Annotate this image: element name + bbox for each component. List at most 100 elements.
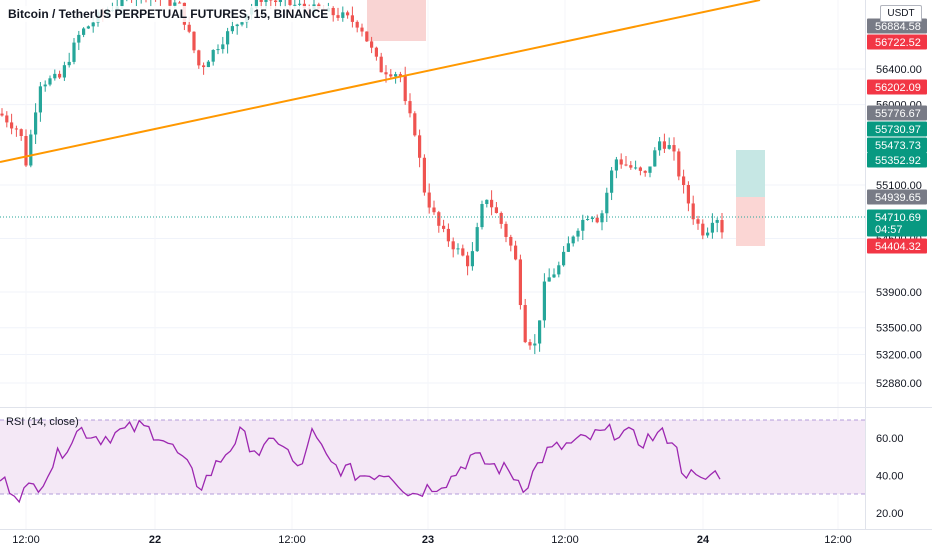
candle-body — [0, 113, 4, 116]
price-badge-label: 54939.65 — [875, 192, 921, 204]
candle-body — [240, 22, 244, 25]
rsi-label: RSI (14, close) — [6, 416, 79, 428]
price-badge — [867, 121, 927, 137]
candle-body — [461, 248, 465, 256]
candle-body — [686, 185, 690, 204]
rsi-axis[interactable]: 60.00 40.00 20.00 — [876, 433, 904, 520]
candle-body — [480, 204, 484, 228]
price-badge-countdown: 04:57 — [875, 224, 903, 236]
candle-body — [365, 31, 369, 42]
candle-body — [600, 213, 604, 223]
candle-body — [466, 255, 470, 267]
candle-body — [648, 166, 652, 173]
candle-body — [336, 15, 340, 18]
candle-body — [653, 150, 657, 167]
candle-body — [168, 0, 172, 6]
candle-body — [682, 176, 686, 186]
price-axis[interactable]: 56400.0056000.0055100.0054500.0053900.00… — [876, 64, 922, 390]
rsi-tick-label: 60.00 — [876, 433, 904, 445]
time-tick-label: 22 — [149, 534, 161, 546]
candle-body — [610, 170, 614, 193]
candle-body — [562, 251, 566, 266]
rsi-line — [0, 419, 721, 504]
candle-body — [230, 26, 234, 32]
candle-body — [533, 343, 537, 346]
candle-body — [557, 265, 561, 275]
candle-body — [5, 115, 9, 123]
candle-body — [202, 65, 206, 68]
candle-body — [715, 220, 719, 223]
time-tick-label: 12:00 — [12, 534, 40, 546]
candle-body — [211, 50, 215, 62]
candle-body — [62, 65, 66, 78]
candle-body — [547, 277, 551, 282]
price-badge — [867, 34, 927, 50]
candle-body — [581, 219, 585, 231]
candle-body — [394, 74, 398, 77]
candle-body — [504, 223, 508, 237]
candle-body — [437, 212, 441, 226]
candle-body — [302, 3, 306, 9]
candle-body — [360, 27, 364, 32]
candle-body — [605, 192, 609, 214]
candle-body — [634, 167, 638, 169]
price-badge — [867, 18, 927, 34]
candle-body — [355, 21, 359, 28]
candle-body — [643, 170, 647, 173]
candle-body — [331, 7, 335, 16]
candle-body — [226, 31, 230, 45]
candle-body — [14, 128, 18, 130]
price-badge-label: 55730.97 — [875, 124, 921, 136]
candle-body — [77, 34, 81, 43]
candle-body — [408, 101, 412, 114]
candle-body — [538, 320, 542, 344]
candle-body — [571, 236, 575, 244]
candle-body — [216, 49, 220, 51]
price-badge-label: 55352.92 — [875, 155, 921, 167]
candle-body — [86, 26, 90, 29]
candle-body — [19, 129, 23, 137]
candle-body — [720, 220, 724, 233]
candle-body — [629, 165, 633, 168]
candle-body — [53, 73, 57, 79]
rsi-tick-label: 20.00 — [876, 508, 904, 520]
price-tick-label: 53500.00 — [876, 323, 922, 335]
candle-body — [427, 192, 431, 208]
short-position-box[interactable] — [367, 0, 426, 41]
candle-body — [370, 41, 374, 48]
candle-body — [624, 164, 628, 166]
candle-body — [350, 15, 354, 22]
price-badge — [867, 79, 927, 95]
candle-body — [274, 0, 278, 3]
candle-body — [432, 207, 436, 213]
candle-body — [691, 203, 695, 220]
candle-body — [341, 12, 345, 18]
candle-body — [173, 2, 177, 6]
candle-body — [595, 217, 599, 223]
candle-body — [24, 136, 28, 166]
candle-body — [552, 274, 556, 278]
candle-body — [614, 159, 618, 171]
candle-body — [499, 213, 503, 224]
price-badge-label: 55473.73 — [875, 140, 921, 152]
candle-body — [494, 207, 498, 214]
candle-body — [470, 251, 474, 267]
candle-body — [619, 159, 623, 165]
trendline[interactable] — [0, 0, 761, 163]
candle-body — [701, 223, 705, 236]
long-loss-box[interactable] — [736, 197, 765, 246]
candle-body — [235, 24, 239, 27]
candle-body — [259, 0, 263, 2]
candle-body — [514, 245, 518, 260]
candle-body — [264, 0, 268, 2]
price-pane[interactable] — [0, 0, 865, 407]
price-badge-label: 54710.69 — [875, 212, 921, 224]
time-axis[interactable]: 12:00 22 12:00 23 12:00 24 12:00 — [12, 534, 852, 546]
candle-body — [293, 4, 297, 6]
candle-body — [422, 157, 426, 193]
candle-body — [475, 227, 479, 252]
currency-button[interactable]: USDT — [880, 5, 922, 22]
long-profit-box[interactable] — [736, 150, 765, 197]
price-tick-label: 55100.00 — [876, 180, 922, 192]
